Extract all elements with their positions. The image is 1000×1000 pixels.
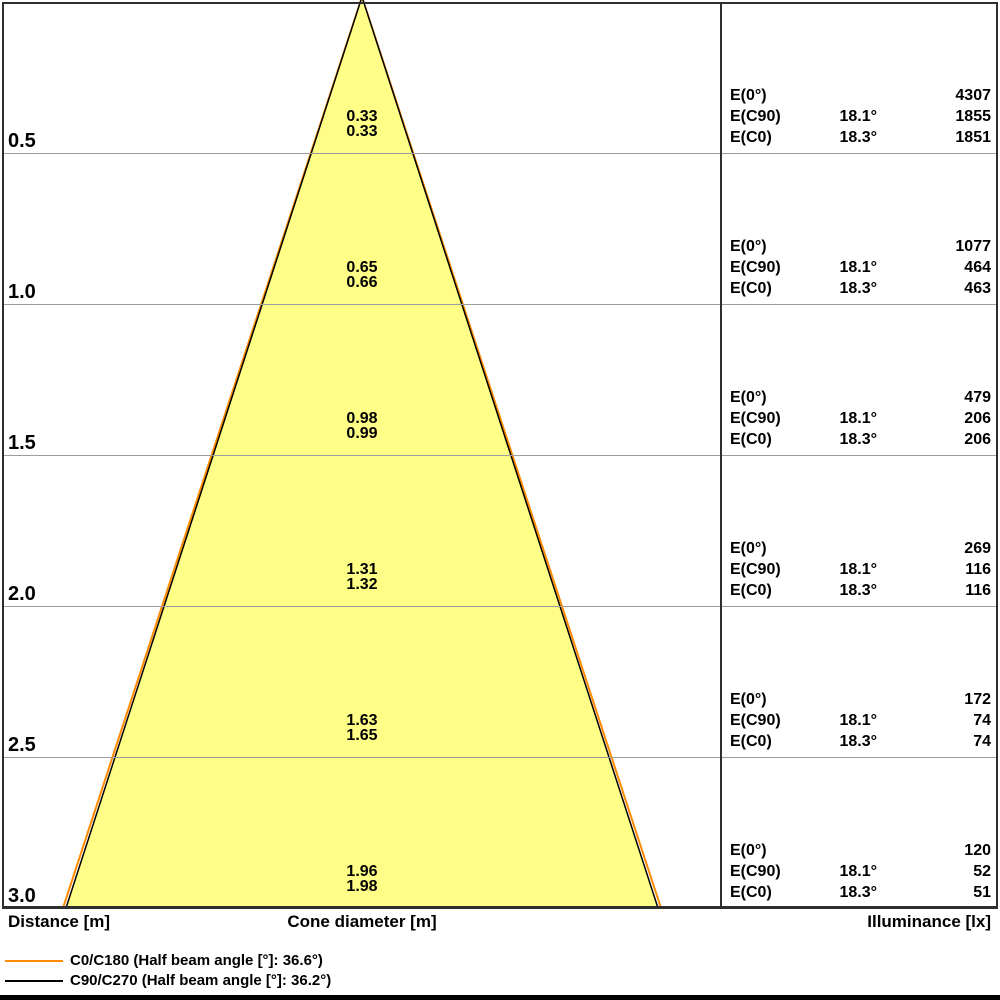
cone-diameter-values: 0.65 0.66 (262, 259, 462, 291)
illuminance-block: E(0°) 120 E(C90) 18.1° 52 E(C0) 18.3° 51 (730, 840, 991, 903)
illuminance-block: E(0°) 4307 E(C90) 18.1° 1855 E(C0) 18.3° 1851 (730, 85, 991, 148)
distance-label: 1.0 (8, 281, 36, 303)
ec0-angle: 18.3° (839, 431, 877, 448)
gridline-2.0m (4, 606, 996, 607)
distance-label: 2.5 (8, 734, 36, 756)
illuminance-block: E(0°) 1077 E(C90) 18.1° 464 E(C0) 18.3° 463 (730, 236, 991, 299)
frame-bottom (2, 906, 998, 909)
ec90-label: E(C90) (730, 561, 781, 578)
bottom-rule (0, 995, 1000, 1000)
ec0-value: 116 (965, 582, 991, 599)
ec0-label: E(C0) (730, 884, 772, 901)
axis-label-cone-diameter: Cone diameter [m] (287, 912, 437, 931)
ec90-label: E(C90) (730, 410, 781, 427)
cone-diameter-c90: 1.63 (346, 712, 378, 729)
legend-c90-label: C90/C270 (Half beam angle [°]: 36.2°) (70, 972, 332, 989)
e0-value: 4307 (955, 87, 991, 104)
illuminance-block: E(0°) 172 E(C90) 18.1° 74 E(C0) 18.3° 74 (730, 689, 991, 752)
e0-label: E(0°) (730, 691, 767, 708)
ec0-label: E(C0) (730, 431, 772, 448)
ec90-angle: 18.1° (839, 863, 877, 880)
cone-diameter-c0: 1.32 (346, 576, 378, 593)
cone-diameter-c0: 0.66 (346, 274, 378, 291)
ec90-value: 206 (964, 410, 991, 427)
ec90-angle: 18.1° (839, 108, 877, 125)
axis-label-distance: Distance [m] (8, 912, 111, 931)
distance-label: 2.0 (8, 583, 36, 605)
ec90-label: E(C90) (730, 863, 781, 880)
gridline-2.5m (4, 757, 996, 758)
cone-diameter-c0: 1.65 (346, 727, 378, 744)
legend-c0-line-icon (5, 960, 63, 962)
ec90-value: 464 (964, 259, 991, 276)
ec0-label: E(C0) (730, 129, 772, 146)
ec0-value: 74 (973, 733, 991, 750)
ec0-value: 463 (964, 280, 991, 297)
frame-right (996, 2, 998, 909)
cone-diameter-c0: 1.98 (346, 878, 378, 895)
cone-diameter-values: 0.33 0.33 (262, 108, 462, 140)
cone-diameter-c90: 0.98 (346, 410, 378, 427)
ec90-value: 116 (965, 561, 991, 578)
legend-c90-line-icon (5, 980, 63, 982)
gridline-1.0m (4, 304, 996, 305)
ec90-angle: 18.1° (839, 561, 877, 578)
distance-label: 3.0 (8, 885, 36, 907)
frame-left (2, 2, 4, 909)
cone-diameter-c90: 1.96 (346, 863, 378, 880)
cone-diameter-c90: 1.31 (346, 561, 378, 578)
distance-label: 1.5 (8, 432, 36, 454)
cone-diameter-values: 1.31 1.32 (262, 561, 462, 593)
axis-label-illuminance: Illuminance [lx] (867, 912, 991, 931)
cone-diameter-c0: 0.33 (346, 123, 378, 140)
ec0-angle: 18.3° (839, 884, 877, 901)
cone-diameter-c90: 0.65 (346, 259, 378, 276)
ec0-label: E(C0) (730, 582, 772, 599)
e0-value: 1077 (955, 238, 991, 255)
ec90-angle: 18.1° (839, 259, 877, 276)
ec0-angle: 18.3° (839, 129, 877, 146)
ec90-label: E(C90) (730, 712, 781, 729)
ec0-label: E(C0) (730, 280, 772, 297)
ec90-value: 1855 (955, 108, 991, 125)
e0-label: E(0°) (730, 540, 767, 557)
e0-label: E(0°) (730, 238, 767, 255)
cone-diameter-c90: 0.33 (346, 108, 378, 125)
ec90-label: E(C90) (730, 108, 781, 125)
illuminance-block: E(0°) 269 E(C90) 18.1° 116 E(C0) 18.3° 116 (730, 538, 991, 601)
gridline-1.5m (4, 455, 996, 456)
e0-label: E(0°) (730, 389, 767, 406)
frame-top (2, 2, 998, 4)
ec0-value: 1851 (955, 129, 991, 146)
e0-value: 172 (964, 691, 991, 708)
ec90-value: 74 (973, 712, 991, 729)
e0-value: 269 (964, 540, 991, 557)
legend-c0-label: C0/C180 (Half beam angle [°]: 36.6°) (70, 952, 323, 969)
cone-diameter-values: 1.63 1.65 (262, 712, 462, 744)
e0-label: E(0°) (730, 842, 767, 859)
gridline-0.5m (4, 153, 996, 154)
e0-label: E(0°) (730, 87, 767, 104)
ec90-value: 52 (973, 863, 991, 880)
divider-illuminance-panel (720, 2, 722, 906)
distance-label: 0.5 (8, 130, 36, 152)
ec90-angle: 18.1° (839, 410, 877, 427)
illuminance-block: E(0°) 479 E(C90) 18.1° 206 E(C0) 18.3° 206 (730, 387, 991, 450)
e0-value: 479 (964, 389, 991, 406)
ec0-angle: 18.3° (839, 733, 877, 750)
e0-value: 120 (964, 842, 991, 859)
cone-diameter-values: 1.96 1.98 (262, 863, 462, 895)
cone-diameter-c0: 0.99 (346, 425, 378, 442)
ec0-value: 51 (973, 884, 991, 901)
cone-diameter-values: 0.98 0.99 (262, 410, 462, 442)
ec0-value: 206 (964, 431, 991, 448)
ec90-angle: 18.1° (839, 712, 877, 729)
ec90-label: E(C90) (730, 259, 781, 276)
ec0-label: E(C0) (730, 733, 772, 750)
ec0-angle: 18.3° (839, 280, 877, 297)
ec0-angle: 18.3° (839, 582, 877, 599)
